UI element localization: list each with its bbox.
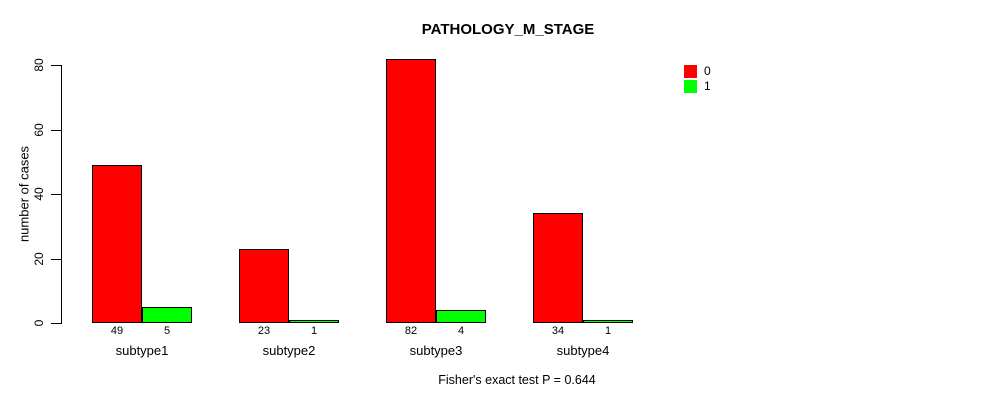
category-label-subtype1: subtype1	[115, 343, 169, 358]
bar-subtype1-series-0	[92, 164, 142, 323]
y-axis-tick-label: 60	[32, 122, 46, 137]
annotation-text: Fisher's exact test P = 0.644	[438, 373, 596, 387]
legend-entry-1: 1	[684, 79, 711, 94]
bar-value-label: 4	[457, 325, 465, 337]
category-label-subtype2: subtype2	[262, 343, 316, 358]
bar-subtype3-series-0	[386, 58, 436, 323]
category-label-subtype3: subtype3	[409, 343, 463, 358]
bar-value-label: 34	[551, 325, 565, 337]
y-axis-tick	[51, 258, 61, 260]
bar-subtype2-series-1	[289, 319, 339, 323]
y-axis-tick-label: 80	[32, 58, 46, 72]
bar-subtype1-series-1	[142, 306, 192, 323]
y-axis-tick	[51, 194, 61, 195]
bar-value-label: 82	[404, 325, 418, 337]
legend-entry-0: 0	[684, 64, 711, 79]
bar-subtype2-series-0	[239, 248, 289, 323]
y-axis-tick	[51, 323, 61, 324]
y-axis-title: number of cases	[16, 145, 32, 243]
legend-swatch-icon	[684, 65, 697, 78]
chart-title: PATHOLOGY_M_STAGE	[421, 21, 595, 38]
bar-value-label: 49	[110, 325, 124, 337]
legend-label: 0	[704, 64, 711, 78]
legend-swatch-icon	[684, 80, 697, 93]
y-axis-tick	[51, 129, 61, 131]
y-axis-tick-label: 20	[32, 251, 46, 266]
y-axis-tick-label: 0	[32, 319, 46, 327]
y-axis-tick-label: 40	[32, 187, 46, 201]
bar-value-label: 1	[310, 325, 318, 337]
legend-label: 1	[704, 79, 711, 93]
bar-subtype4-series-1	[583, 319, 633, 323]
category-label-subtype4: subtype4	[556, 343, 610, 358]
y-axis-line	[61, 65, 62, 324]
bar-value-label: 23	[257, 325, 271, 337]
y-axis-tick	[51, 65, 61, 66]
bar-subtype3-series-1	[436, 310, 486, 323]
bar-value-label: 5	[163, 325, 171, 337]
bar-subtype4-series-0	[533, 213, 583, 323]
bar-value-label: 1	[604, 325, 612, 337]
